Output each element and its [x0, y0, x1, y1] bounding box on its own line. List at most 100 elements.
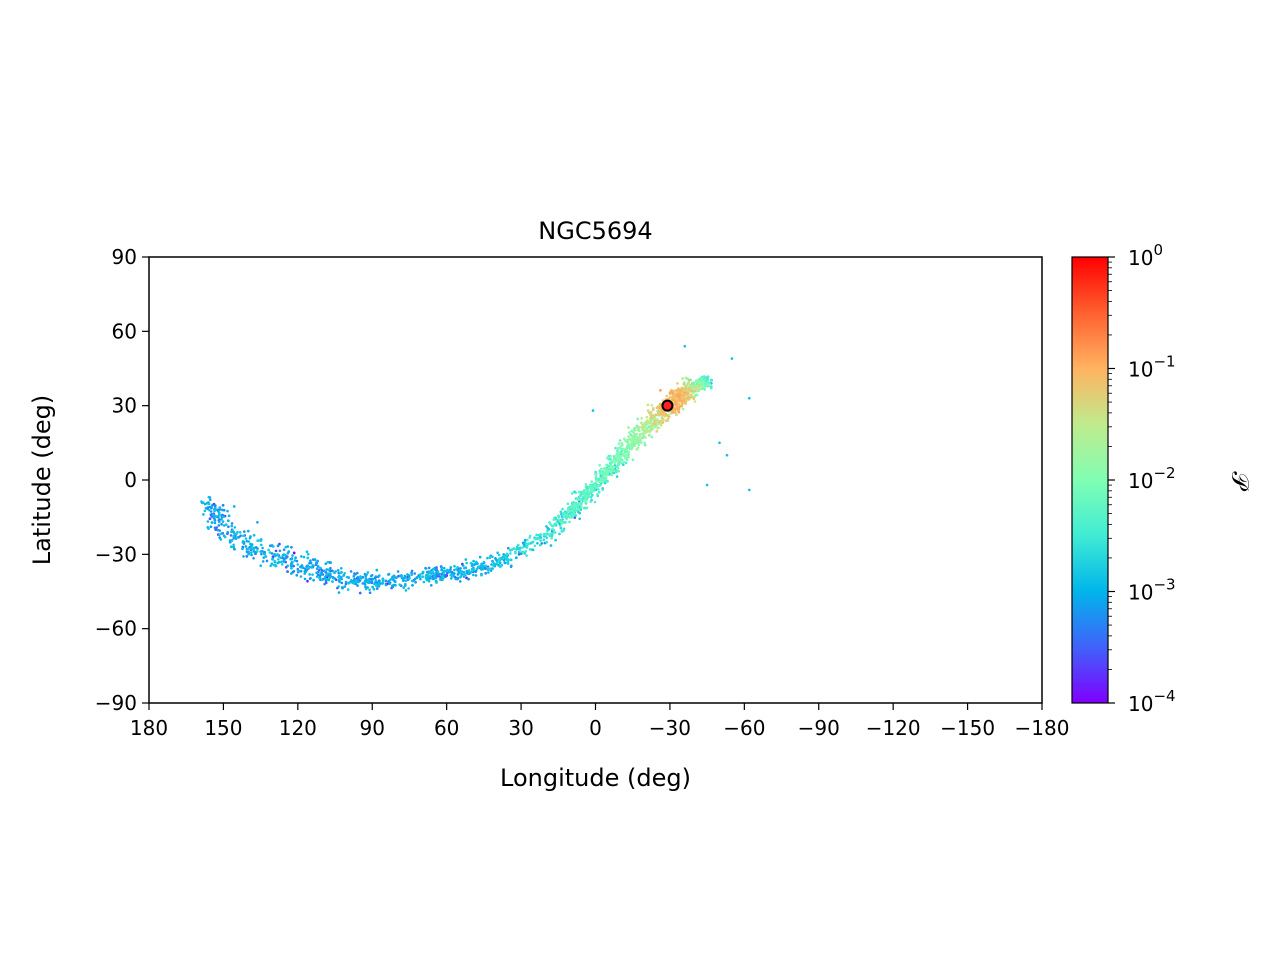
- stream-particle: [361, 582, 365, 585]
- stream-particle: [649, 417, 652, 421]
- stream-particle: [411, 579, 414, 583]
- stream-particle: [353, 579, 357, 583]
- stream-particle: [201, 501, 205, 504]
- x-tick-label: 30: [508, 716, 533, 740]
- stream-particle: [646, 403, 650, 407]
- stream-particle: [706, 375, 710, 379]
- stream-particle: [678, 392, 681, 396]
- stream-particle: [677, 402, 681, 406]
- stream-particle: [683, 391, 687, 395]
- stream-particle: [559, 510, 563, 514]
- stream-particle: [325, 573, 329, 576]
- x-axis-label: Longitude (deg): [500, 764, 691, 792]
- stream-particle: [514, 551, 517, 555]
- stream-particle: [394, 576, 398, 579]
- stream-particle: [368, 591, 372, 594]
- x-tick-label: 120: [279, 716, 317, 740]
- stream-particle: [686, 382, 690, 385]
- stream-particle: [425, 578, 429, 582]
- stream-particle: [453, 564, 456, 568]
- stream-particle: [643, 431, 646, 435]
- stream-particle: [578, 517, 581, 520]
- stream-particle: [264, 555, 268, 558]
- stream-particle: [652, 415, 655, 418]
- stream-particle: [539, 539, 542, 542]
- stream-particle: [582, 492, 585, 496]
- stream-particle: [550, 536, 553, 540]
- stream-particle: [279, 556, 283, 560]
- stream-particle: [491, 567, 494, 570]
- stream-particle: [208, 517, 212, 520]
- stream-particle: [671, 398, 675, 402]
- stream-particle: [624, 447, 628, 450]
- stream-particle: [301, 566, 305, 569]
- stream-particle: [431, 577, 434, 581]
- stream-particle: [220, 532, 223, 535]
- stream-particle: [316, 559, 320, 563]
- stream-particle: [239, 534, 242, 537]
- stream-particle: [227, 519, 230, 522]
- stream-particle: [676, 389, 679, 392]
- stream-particle: [370, 580, 374, 583]
- stream-particle: [377, 583, 381, 586]
- stream-particle: [604, 477, 608, 480]
- stream-particle: [432, 567, 435, 571]
- y-tick-label: −60: [95, 617, 137, 641]
- stream-particle: [605, 472, 609, 475]
- stream-particle: [525, 545, 529, 548]
- stream-particle: [491, 563, 495, 567]
- stream-particle: [666, 419, 669, 423]
- stream-particle: [600, 477, 603, 480]
- stream-particle: [652, 419, 656, 423]
- stream-particle: [207, 502, 211, 506]
- stream-particle: [402, 586, 406, 589]
- stream-particle: [539, 543, 542, 547]
- stream-particle: [284, 545, 288, 549]
- stream-particle: [675, 403, 679, 407]
- stream-particle: [218, 506, 222, 509]
- x-tick-label: −120: [866, 716, 921, 740]
- stream-particle: [681, 387, 685, 391]
- stream-particle: [689, 393, 693, 397]
- stream-particle: [218, 533, 221, 536]
- stream-particle: [261, 560, 265, 563]
- stream-particle: [440, 566, 444, 569]
- stream-particle: [222, 508, 226, 512]
- stream-particle: [342, 574, 346, 577]
- stream-particle: [213, 526, 217, 530]
- stream-particle: [306, 564, 309, 568]
- stream-particle: [273, 553, 276, 556]
- stream-particle: [690, 389, 694, 393]
- stream-particle: [544, 533, 548, 537]
- stream-particle: [404, 583, 407, 586]
- stream-particle: [650, 404, 654, 407]
- stream-particle: [602, 478, 605, 482]
- stream-particle: [551, 524, 555, 528]
- stream-particle: [349, 570, 353, 573]
- stream-particle: [584, 483, 588, 486]
- stream-particle: [587, 495, 591, 498]
- x-tick-label: 180: [130, 716, 168, 740]
- stream-particle: [256, 539, 259, 542]
- stream-particle: [702, 379, 705, 383]
- stream-particle: [269, 544, 272, 547]
- stream-particle: [226, 509, 229, 513]
- stream-particle: [435, 581, 438, 584]
- y-tick-label: −30: [95, 542, 137, 566]
- stream-particle: [693, 389, 696, 393]
- stream-particle: [598, 471, 602, 475]
- stream-particle: [638, 432, 642, 436]
- stream-particle: [620, 442, 623, 445]
- stream-particle: [571, 508, 574, 511]
- stream-particle: [318, 577, 321, 580]
- stream-particle: [619, 458, 622, 462]
- stream-particle: [355, 580, 359, 583]
- stream-particle: [299, 575, 303, 578]
- stream-particle: [334, 570, 338, 573]
- stream-particle: [554, 538, 557, 542]
- stream-particle: [424, 575, 428, 578]
- stream-particle: [565, 517, 568, 520]
- stream-particle: [378, 574, 381, 577]
- stream-particle: [580, 505, 583, 509]
- stream-particle: [491, 560, 495, 563]
